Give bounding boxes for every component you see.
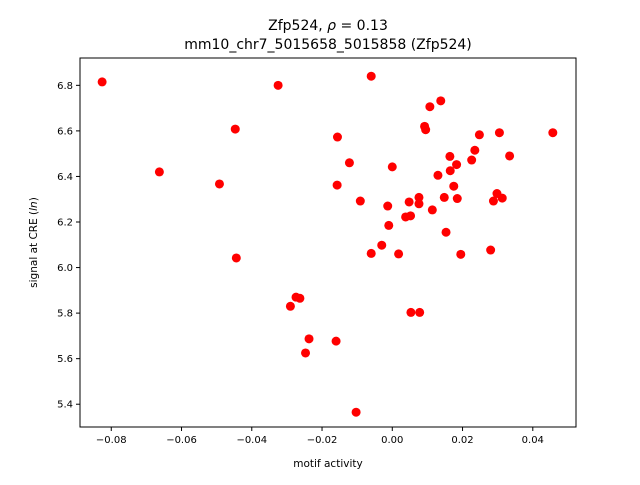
data-point xyxy=(285,301,295,311)
data-point xyxy=(474,130,484,140)
data-point xyxy=(387,162,397,172)
y-tick-label: 6.0 xyxy=(57,263,73,274)
data-point xyxy=(406,211,416,221)
y-tick-label: 6.8 xyxy=(57,81,73,92)
data-point xyxy=(441,227,451,237)
data-point xyxy=(295,293,305,303)
y-tick-label: 6.4 xyxy=(57,172,73,183)
data-point xyxy=(505,151,515,161)
chart-title-line1: Zfp524, ρ = 0.13 xyxy=(268,18,388,34)
data-point xyxy=(394,249,404,259)
y-tick-label: 6.6 xyxy=(57,126,73,137)
y-tick-label: 5.6 xyxy=(57,354,73,365)
data-point xyxy=(214,179,224,189)
x-tick-label: −0.06 xyxy=(166,435,197,446)
data-point xyxy=(488,196,498,206)
plot-frame xyxy=(79,57,577,428)
data-point xyxy=(332,132,342,142)
data-point xyxy=(377,240,387,250)
data-point xyxy=(436,96,446,106)
data-point xyxy=(470,145,480,155)
data-point xyxy=(467,155,477,165)
data-point xyxy=(427,205,437,215)
x-axis-label: motif activity xyxy=(293,458,362,470)
data-point xyxy=(415,307,425,317)
data-point xyxy=(384,220,394,230)
data-point xyxy=(304,334,314,344)
x-tick-label: 0.04 xyxy=(522,435,544,446)
data-point xyxy=(425,102,435,112)
data-point xyxy=(548,128,558,138)
data-point xyxy=(332,180,342,190)
x-tick-label: −0.02 xyxy=(307,435,338,446)
data-point xyxy=(445,166,455,176)
data-point xyxy=(331,336,341,346)
x-tick-label: 0.02 xyxy=(451,435,473,446)
chart-title-line2: mm10_chr7_5015658_5015858 (Zfp524) xyxy=(184,37,472,53)
data-point xyxy=(273,80,283,90)
x-tick-label: 0.00 xyxy=(381,435,403,446)
data-point xyxy=(421,125,431,135)
data-point xyxy=(494,128,504,138)
data-point xyxy=(230,124,240,134)
data-point xyxy=(452,194,462,204)
data-point xyxy=(344,158,354,168)
data-point xyxy=(404,197,414,207)
data-point xyxy=(97,77,107,87)
data-point xyxy=(351,407,361,417)
data-point xyxy=(383,201,393,211)
y-tick-label: 5.8 xyxy=(57,309,73,320)
data-point xyxy=(301,348,311,358)
data-point xyxy=(231,253,241,263)
data-point xyxy=(445,151,455,161)
data-points xyxy=(97,71,558,417)
data-point xyxy=(406,307,416,317)
data-point xyxy=(366,71,376,81)
data-point xyxy=(414,192,424,202)
data-point xyxy=(456,249,466,259)
data-point xyxy=(414,199,424,209)
x-tick-label: −0.08 xyxy=(96,435,127,446)
data-point xyxy=(449,181,459,191)
data-point xyxy=(154,167,164,177)
y-axis-label: signal at CRE (ln) xyxy=(28,197,40,288)
data-point xyxy=(355,196,365,206)
data-point xyxy=(439,192,449,202)
x-axis-ticks: −0.08 −0.06 −0.04 −0.02 0.00 0.02 0.04 xyxy=(96,427,544,446)
x-tick-label: −0.04 xyxy=(236,435,267,446)
data-point xyxy=(497,193,507,203)
y-axis-ticks: 5.4 5.6 5.8 6.0 6.2 6.4 6.6 6.8 xyxy=(57,81,80,411)
data-point xyxy=(486,245,496,255)
y-tick-label: 6.2 xyxy=(57,218,73,229)
data-point xyxy=(452,160,462,170)
data-point xyxy=(366,248,376,258)
data-point xyxy=(433,170,443,180)
y-tick-label: 5.4 xyxy=(57,400,73,411)
